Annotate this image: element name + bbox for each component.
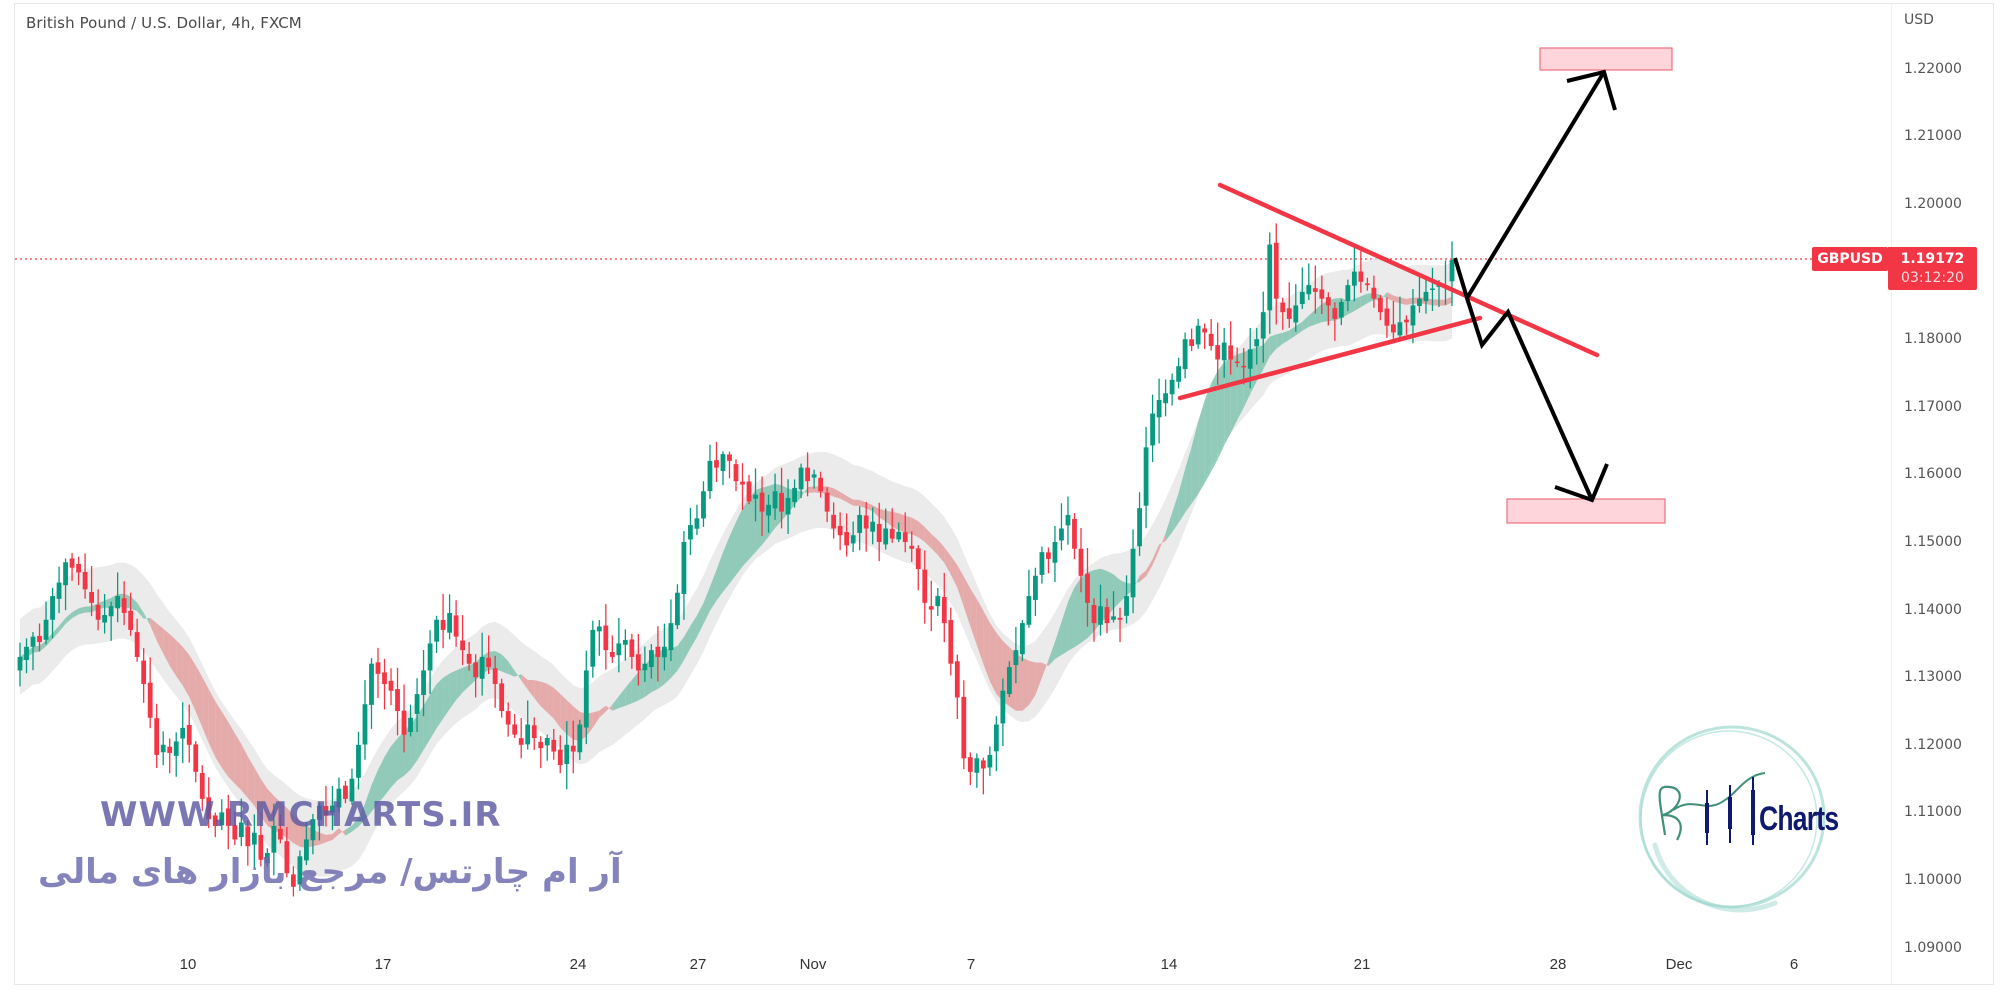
ma-cloud: [20, 292, 1452, 848]
price-tick: 1.12000: [1904, 736, 1962, 753]
price-tick: 1.21000: [1904, 128, 1962, 145]
last-price-value: 1.19172: [1900, 251, 1965, 267]
price-tick: 1.15000: [1904, 534, 1962, 550]
price-tick: 1.22000: [1904, 60, 1962, 77]
price-tick: 1.18000: [1904, 331, 1962, 348]
time-tick: Dec: [1665, 956, 1693, 973]
rmcharts-logo: [1638, 725, 1826, 913]
time-tick: 10: [179, 956, 197, 973]
price-tick: 1.14000: [1904, 601, 1962, 618]
last-price-label: 1.19172 03:12:20: [1888, 247, 1977, 290]
bullish-arrow[interactable]: [1453, 69, 1617, 303]
time-tick: 21: [1353, 956, 1371, 973]
price-tick: 1.17000: [1904, 398, 1962, 415]
triangle-lower-trendline[interactable]: [1177, 315, 1483, 401]
triangle-upper-trendline[interactable]: [1217, 182, 1600, 358]
price-tick: 1.16000: [1904, 466, 1962, 483]
logo-rm-icon: [1658, 772, 1766, 845]
bear-target-zone[interactable]: [1506, 498, 1666, 524]
logo-ring-icon: [1638, 725, 1826, 913]
bearish-arrow[interactable]: [1465, 297, 1609, 503]
chart-title: British Pound / U.S. Dollar, 4h, FXCM: [26, 14, 302, 32]
price-tick: 1.13000: [1904, 669, 1962, 686]
time-tick: 6: [1789, 956, 1799, 973]
watermark-persian: آر ام چارتس/ مرجع بازار های مالی: [38, 852, 622, 892]
price-tick: 1.20000: [1904, 196, 1962, 212]
price-axis-separator: [1891, 3, 1892, 985]
price-tick: 1.10000: [1904, 872, 1962, 888]
time-tick: 14: [1160, 956, 1178, 973]
time-tick: 24: [569, 956, 587, 973]
time-tick: Nov: [799, 956, 827, 973]
time-tick: 7: [966, 956, 976, 973]
time-tick: 27: [689, 956, 707, 973]
bar-countdown: 03:12:20: [1901, 270, 1964, 286]
bull-target-zone[interactable]: [1539, 47, 1673, 71]
candlestick-series: [17, 223, 1455, 897]
symbol-price-label: GBPUSD: [1812, 247, 1888, 271]
watermark-url: WWW.RMCHARTS.IR: [100, 795, 502, 835]
price-tick: 1.11000: [1904, 804, 1962, 821]
price-tick: 1.09000: [1904, 939, 1962, 956]
logo-text: Charts: [1759, 800, 1839, 838]
currency-label: USD: [1904, 12, 1934, 28]
time-tick: 28: [1549, 956, 1567, 973]
time-tick: 17: [374, 956, 392, 973]
